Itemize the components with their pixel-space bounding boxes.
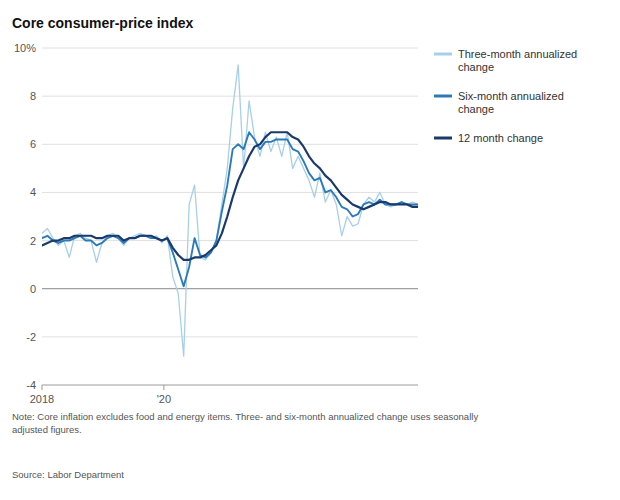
legend-label: Three-month annualizedchange <box>458 48 577 73</box>
legend-label: 12 month change <box>458 132 543 144</box>
y-tick-label: 8 <box>30 90 36 102</box>
y-tick-label: 6 <box>30 138 36 150</box>
source: Source: Labor Department <box>12 469 124 480</box>
text-line: change <box>458 103 494 115</box>
x-tick-mark <box>42 385 43 390</box>
y-tick-label: 0 <box>30 283 36 295</box>
legend: Three-month annualizedchangeSix-month an… <box>434 48 577 144</box>
series-line <box>42 132 418 260</box>
note: Note: Core inflation excludes food and e… <box>12 411 478 435</box>
grid-line <box>42 48 418 49</box>
series-lines <box>42 65 418 356</box>
grid-line <box>42 192 418 193</box>
y-tick-label: 2 <box>30 235 36 247</box>
series-line <box>42 132 418 286</box>
x-tick-label: '20 <box>157 393 171 405</box>
text-line: adjusted figures. <box>12 424 82 435</box>
grid-line <box>42 336 418 337</box>
legend-swatch <box>434 95 452 98</box>
legend-label: Six-month annualizedchange <box>458 90 564 115</box>
background <box>0 0 620 500</box>
grid-line <box>42 288 418 289</box>
text-line: Three-month annualized <box>458 48 577 60</box>
series-line <box>42 65 418 356</box>
grid-line <box>42 96 418 97</box>
legend-swatch <box>434 53 452 56</box>
text-line: 12 month change <box>458 132 543 144</box>
y-tick-label: -2 <box>26 331 36 343</box>
grid-line <box>42 385 418 386</box>
chart-svg: Core consumer-price index -4 -2 0 2 4 6 8 10% 201… <box>0 0 620 500</box>
chart-container: Core consumer-price index -4 -2 0 2 4 6 8 10% 201… <box>0 0 620 500</box>
text-line: Six-month annualized <box>458 90 564 102</box>
y-tick-label: 10% <box>14 42 36 54</box>
chart-title: Core consumer-price index <box>12 15 193 31</box>
x-tick-label: 2018 <box>30 393 54 405</box>
x-tick-mark <box>163 385 164 390</box>
grid-line <box>42 240 418 241</box>
y-grid <box>42 48 418 385</box>
legend-swatch <box>434 137 452 140</box>
y-tick-label: 4 <box>30 186 36 198</box>
text-line: change <box>458 61 494 73</box>
text-line: Note: Core inflation excludes food and e… <box>12 411 478 422</box>
x-axis-line <box>42 385 418 386</box>
y-tick-label: -4 <box>26 379 36 391</box>
